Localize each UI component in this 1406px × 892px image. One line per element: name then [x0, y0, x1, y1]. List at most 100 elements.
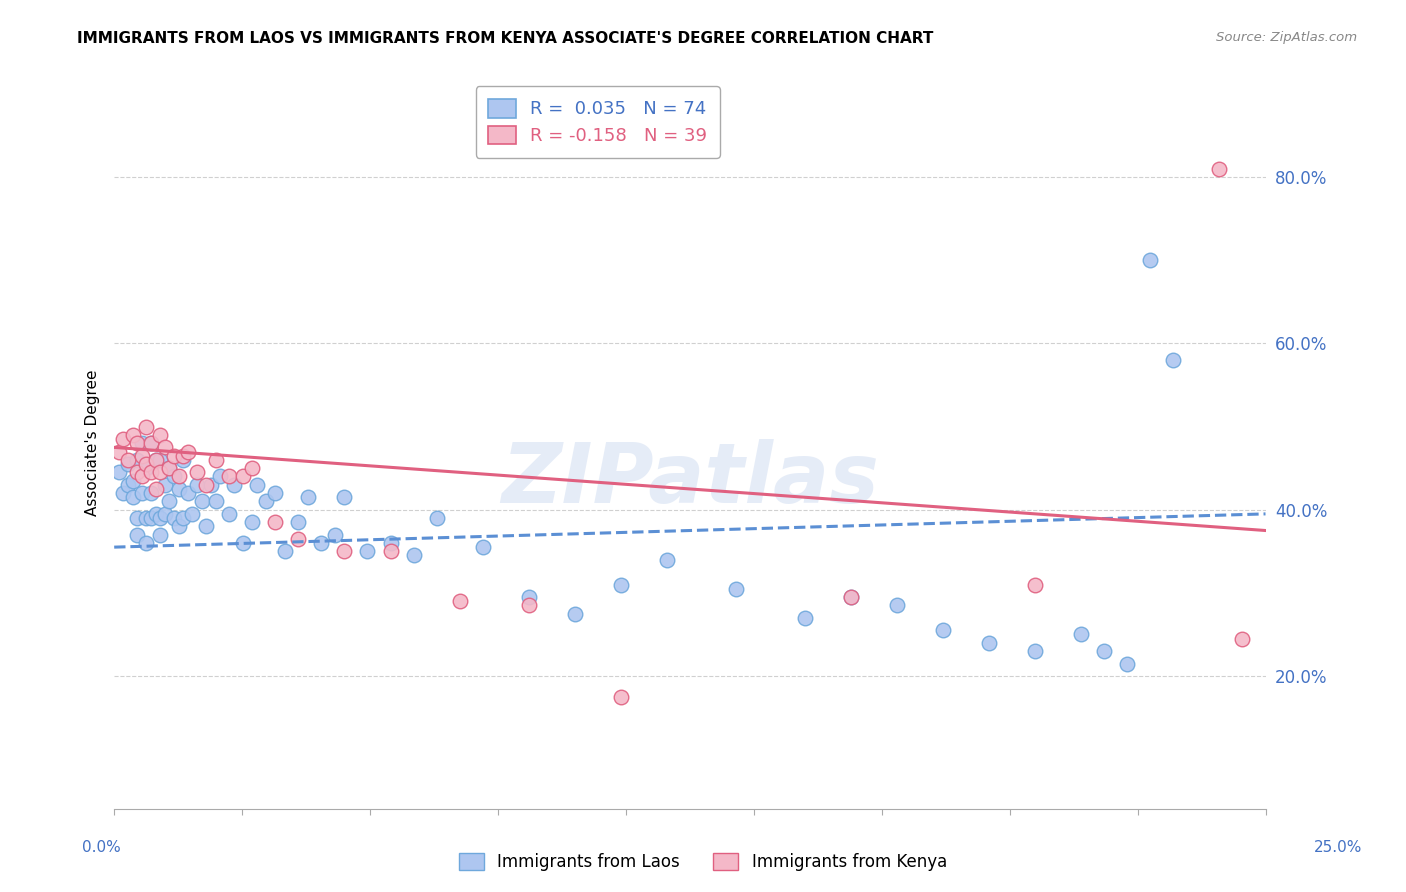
Point: [135, 461, 157, 475]
Point: [145, 507, 167, 521]
Point: [127, 511, 149, 525]
Point: [177, 444, 200, 458]
Point: [1116, 657, 1139, 671]
Point: [254, 494, 277, 508]
Point: [190, 494, 212, 508]
Point: [979, 636, 1001, 650]
Point: [209, 469, 232, 483]
Point: [145, 453, 167, 467]
Point: [297, 490, 319, 504]
Point: [273, 544, 295, 558]
Point: [153, 507, 176, 521]
Point: [112, 486, 135, 500]
Point: [200, 477, 222, 491]
Point: [264, 486, 287, 500]
Point: [218, 469, 240, 483]
Point: [839, 590, 862, 604]
Point: [186, 466, 208, 480]
Point: [121, 490, 143, 504]
Text: ZIPatlas: ZIPatlas: [501, 439, 879, 520]
Point: [186, 477, 208, 491]
Point: [135, 536, 157, 550]
Point: [163, 449, 186, 463]
Point: [402, 549, 425, 563]
Point: [1163, 353, 1185, 368]
Point: [131, 486, 153, 500]
Point: [153, 441, 176, 455]
Point: [1092, 644, 1115, 658]
Point: [204, 494, 226, 508]
Point: [380, 544, 402, 558]
Point: [167, 482, 190, 496]
Text: IMMIGRANTS FROM LAOS VS IMMIGRANTS FROM KENYA ASSOCIATE'S DEGREE CORRELATION CHA: IMMIGRANTS FROM LAOS VS IMMIGRANTS FROM …: [77, 31, 934, 46]
Point: [177, 486, 200, 500]
Point: [264, 515, 287, 529]
Point: [610, 690, 633, 704]
Point: [1024, 577, 1046, 591]
Point: [655, 552, 678, 566]
Point: [139, 436, 162, 450]
Point: [159, 461, 181, 475]
Point: [112, 432, 135, 446]
Point: [610, 577, 633, 591]
Point: [195, 519, 218, 533]
Point: [232, 536, 254, 550]
Point: [218, 507, 240, 521]
Point: [356, 544, 378, 558]
Point: [117, 453, 139, 467]
Point: [135, 457, 157, 471]
Point: [149, 428, 172, 442]
Point: [117, 457, 139, 471]
Point: [839, 590, 862, 604]
Point: [127, 453, 149, 467]
Point: [323, 527, 346, 541]
Point: [139, 466, 162, 480]
Point: [287, 532, 309, 546]
Point: [240, 515, 263, 529]
Point: [1208, 161, 1230, 176]
Point: [425, 511, 447, 525]
Point: [135, 419, 157, 434]
Point: [1024, 644, 1046, 658]
Text: Source: ZipAtlas.com: Source: ZipAtlas.com: [1216, 31, 1357, 45]
Point: [121, 474, 143, 488]
Point: [311, 536, 333, 550]
Point: [564, 607, 586, 621]
Point: [131, 449, 153, 463]
Point: [181, 507, 204, 521]
Point: [172, 449, 194, 463]
Point: [794, 611, 817, 625]
Point: [240, 461, 263, 475]
Point: [121, 428, 143, 442]
Point: [471, 540, 494, 554]
Legend: R =  0.035   N = 74, R = -0.158   N = 39: R = 0.035 N = 74, R = -0.158 N = 39: [475, 87, 720, 158]
Point: [195, 477, 218, 491]
Point: [1232, 632, 1254, 646]
Text: 0.0%: 0.0%: [82, 840, 121, 855]
Point: [127, 466, 149, 480]
Point: [163, 469, 186, 483]
Text: 25.0%: 25.0%: [1315, 840, 1362, 855]
Point: [1070, 627, 1092, 641]
Point: [449, 594, 471, 608]
Point: [149, 453, 172, 467]
Y-axis label: Associate's Degree: Associate's Degree: [86, 370, 100, 516]
Point: [135, 511, 157, 525]
Point: [159, 461, 181, 475]
Point: [724, 582, 747, 596]
Point: [107, 466, 129, 480]
Point: [163, 511, 186, 525]
Point: [127, 527, 149, 541]
Point: [232, 469, 254, 483]
Point: [131, 469, 153, 483]
Point: [117, 477, 139, 491]
Point: [153, 477, 176, 491]
Point: [1139, 253, 1161, 268]
Point: [380, 536, 402, 550]
Point: [127, 436, 149, 450]
Point: [222, 477, 245, 491]
Point: [107, 444, 129, 458]
Point: [139, 511, 162, 525]
Point: [886, 599, 908, 613]
Point: [172, 511, 194, 525]
